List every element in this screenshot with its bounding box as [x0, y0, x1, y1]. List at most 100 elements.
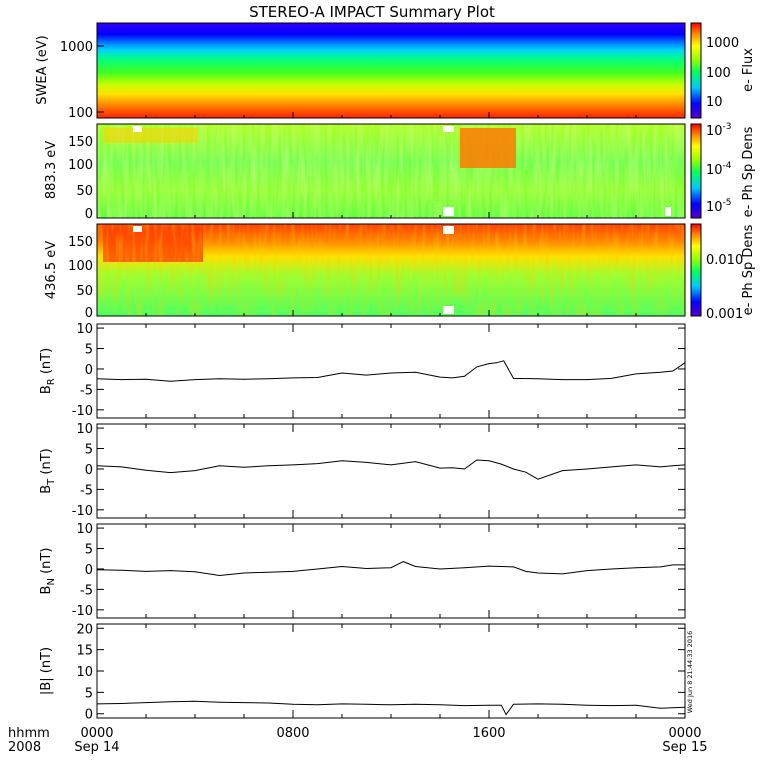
pad-436-ytick: 50 [76, 284, 93, 299]
bt-ytick-label: 5 [85, 443, 93, 458]
br-data-point [366, 374, 367, 376]
pad-883-strahl [460, 128, 516, 168]
bn-data-point [525, 571, 527, 572]
br-data-point [684, 362, 686, 364]
bt-data-point [96, 465, 98, 467]
bt-data-point [500, 463, 502, 465]
bn-data-point [537, 572, 539, 574]
bmag-series-line [96, 700, 686, 716]
pad-436-ytick: 100 [68, 259, 93, 274]
br-data-point [611, 377, 612, 379]
pad-436-cbar-tick-0001: 0.001 [706, 307, 743, 322]
bmag-ytick-label: 20 [76, 622, 93, 637]
br-data-point [121, 379, 122, 380]
bn-data-point [586, 570, 588, 571]
bmag-data-point [170, 701, 171, 703]
x-axis: hhmm 2008 0000 Sep 14 0800 1600 0000 Sep… [8, 726, 708, 755]
pad-436-gap [443, 306, 454, 314]
pad-436-ylabel: 436.5 eV [44, 241, 59, 299]
bmag-ytick-label: 15 [76, 644, 93, 659]
bt-data-point [170, 472, 171, 474]
br-data-point [145, 378, 147, 380]
bmag-data-point [194, 700, 196, 702]
bmag-data-point [268, 702, 269, 704]
swea-ytick-100: 100 [68, 106, 93, 121]
br-data-point [495, 362, 497, 364]
bn-data-point [145, 571, 147, 572]
pad-883-cbar-tick: 10-3 [706, 122, 732, 139]
pad-883-colorbar [690, 123, 702, 219]
bt-data-point [635, 464, 637, 466]
pad-883-gap [665, 207, 671, 216]
bmag-ytick-label: 5 [85, 686, 93, 701]
bt-data-point [219, 465, 220, 467]
bt-data-point [488, 460, 490, 462]
swea-ytick-1000: 1000 [60, 40, 93, 55]
bt-data-point [292, 464, 294, 466]
bn-panel: -10 -5 0 5 10 BN (nT) [39, 522, 686, 619]
br-data-point [292, 377, 294, 379]
br-data-point [586, 379, 588, 380]
pad-883-ytick: 0 [85, 207, 93, 222]
bmag-data-point [513, 703, 514, 705]
br-ytick-label: 5 [85, 343, 93, 358]
generation-timestamp: Wed Jun 8 21:44:33 2016 [686, 631, 694, 713]
bt-panel: -10 -5 0 5 10 BT (nT) [39, 422, 686, 519]
bt-ytick-label: 10 [76, 422, 93, 437]
pad-883-gap [133, 126, 142, 132]
bt-ylabel: BT (nT) [39, 448, 57, 494]
br-data-point [672, 370, 674, 372]
br-data-point [635, 373, 637, 375]
br-data-point [96, 378, 98, 380]
br-data-point [317, 377, 318, 378]
bt-data-point [464, 468, 465, 470]
plot-title: STEREO-A IMPACT Summary Plot [249, 3, 495, 21]
pad-883-panel: 883.3 eV 150 100 50 0 10-3 10-4 10-5 e- … [44, 122, 756, 222]
bmag-data-point [684, 706, 686, 708]
bt-data-point [476, 459, 478, 461]
bn-ytick-label: 0 [85, 563, 93, 578]
pad-883-ytick: 100 [68, 158, 93, 173]
pad-883-strahl [103, 128, 198, 143]
pad-436-panel: 436.5 eV 150 100 50 0 0.010 0.001 e- Ph … [44, 223, 756, 322]
br-ytick-label: -5 [80, 383, 93, 398]
bn-ylabel: BN (nT) [39, 548, 57, 595]
pad-436-gap [133, 226, 142, 232]
pad-883-yticks: 150 100 50 0 [68, 135, 93, 222]
bt-data-point [145, 469, 147, 471]
pad-436-texture [97, 224, 685, 316]
bt-data-point [366, 462, 367, 463]
bn-data-point [390, 567, 392, 569]
pad-883-cbar-tick: 10-4 [706, 161, 732, 178]
swea-cbar-tick-100: 100 [706, 66, 731, 81]
bt-ytick-label: -5 [80, 483, 93, 498]
bmag-data-point [121, 703, 122, 704]
bt-data-point [415, 461, 416, 462]
br-ytick-label: 10 [76, 322, 93, 337]
br-ytick-label: 0 [85, 363, 93, 378]
pad-883-ytick: 50 [76, 184, 93, 199]
br-data-point [562, 379, 563, 380]
x-corner-label-hhmm: hhmm [8, 726, 50, 741]
bn-data-point [684, 564, 686, 566]
br-data-point [537, 378, 539, 380]
br-data-point [660, 371, 661, 373]
bt-data-point [317, 463, 318, 465]
bmag-data-point [635, 704, 637, 706]
bn-data-point [488, 565, 490, 567]
bt-data-point [586, 468, 588, 470]
bmag-data-point [243, 702, 245, 704]
bn-data-point [635, 567, 637, 569]
bn-data-point [366, 568, 367, 569]
bn-data-point [402, 561, 404, 562]
bn-data-point [562, 573, 563, 575]
br-data-point [390, 372, 392, 374]
bt-data-point [611, 466, 612, 468]
bt-data-point [390, 464, 392, 466]
br-data-point [513, 377, 514, 379]
bt-data-point [660, 466, 661, 468]
br-data-point [341, 372, 343, 374]
bn-data-point [611, 568, 612, 570]
br-panel: -10 -5 0 5 10 BR (nT) [39, 322, 686, 419]
x-tick-label: 0800 [276, 726, 309, 741]
